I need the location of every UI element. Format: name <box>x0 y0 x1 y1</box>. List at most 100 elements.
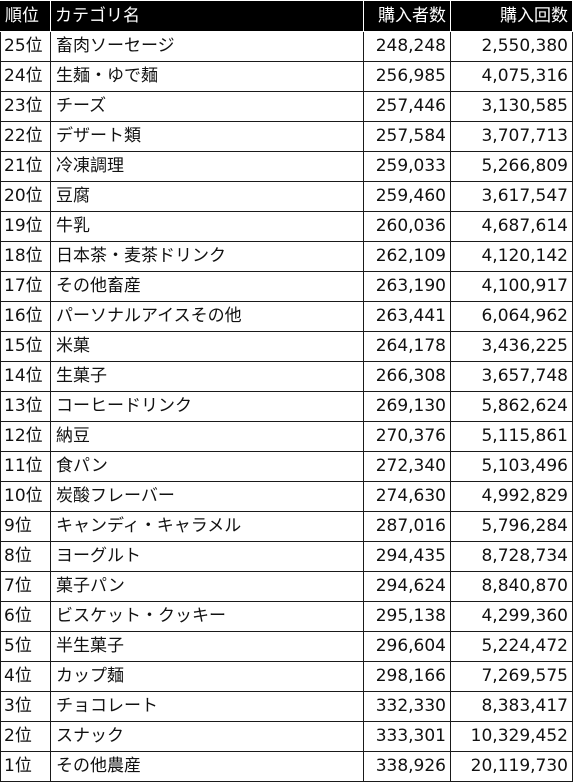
table-row: 7位 菓子パン 294,624 8,840,870 <box>0 571 573 602</box>
buyers-cell: 272,340 <box>363 451 451 482</box>
table-row: 11位 食パン 272,340 5,103,496 <box>0 451 573 482</box>
purchases-cell: 6,064,962 <box>450 301 573 332</box>
purchases-cell: 8,383,417 <box>450 691 573 722</box>
purchases-cell: 4,100,917 <box>450 271 573 302</box>
category-cell: スナック <box>50 721 364 752</box>
category-cell: 米菓 <box>50 331 364 362</box>
table-row: 5位 半生菓子 296,604 5,224,472 <box>0 631 573 662</box>
table-row: 15位 米菓 264,178 3,436,225 <box>0 331 573 362</box>
table-row: 12位 納豆 270,376 5,115,861 <box>0 421 573 452</box>
purchases-cell: 4,075,316 <box>450 61 573 92</box>
table-row: 9位 キャンディ・キャラメル 287,016 5,796,284 <box>0 511 573 542</box>
buyers-cell: 296,604 <box>363 631 451 662</box>
category-cell: 牛乳 <box>50 211 364 242</box>
buyers-cell: 259,033 <box>363 151 451 182</box>
purchases-cell: 5,796,284 <box>450 511 573 542</box>
purchases-cell: 7,269,575 <box>450 661 573 692</box>
rank-cell: 25位 <box>0 31 51 62</box>
table-row: 18位 日本茶・麦茶ドリンク 262,109 4,120,142 <box>0 241 573 272</box>
category-cell: 食パン <box>50 451 364 482</box>
rank-cell: 13位 <box>0 391 51 422</box>
buyers-cell: 260,036 <box>363 211 451 242</box>
buyers-cell: 248,248 <box>363 31 451 62</box>
rank-cell: 11位 <box>0 451 51 482</box>
buyers-cell: 294,435 <box>363 541 451 572</box>
category-cell: その他農産 <box>50 751 364 782</box>
category-cell: 半生菓子 <box>50 631 364 662</box>
buyers-cell: 269,130 <box>363 391 451 422</box>
rank-cell: 12位 <box>0 421 51 452</box>
purchases-cell: 3,436,225 <box>450 331 573 362</box>
buyers-cell: 257,446 <box>363 91 451 122</box>
rank-cell: 9位 <box>0 511 51 542</box>
purchases-cell: 4,687,614 <box>450 211 573 242</box>
header-rank: 順位 <box>0 0 51 32</box>
rank-cell: 16位 <box>0 301 51 332</box>
category-cell: パーソナルアイスその他 <box>50 301 364 332</box>
rank-cell: 22位 <box>0 121 51 152</box>
table-row: 10位 炭酸フレーバー 274,630 4,992,829 <box>0 481 573 512</box>
header-row: 順位 カテゴリ名 購入者数 購入回数 <box>0 0 573 32</box>
rank-cell: 24位 <box>0 61 51 92</box>
purchases-cell: 10,329,452 <box>450 721 573 752</box>
category-cell: 納豆 <box>50 421 364 452</box>
table-row: 17位 その他畜産 263,190 4,100,917 <box>0 271 573 302</box>
category-cell: 炭酸フレーバー <box>50 481 364 512</box>
category-cell: カップ麺 <box>50 661 364 692</box>
buyers-cell: 295,138 <box>363 601 451 632</box>
purchases-cell: 2,550,380 <box>450 31 573 62</box>
table-row: 13位 コーヒードリンク 269,130 5,862,624 <box>0 391 573 422</box>
category-cell: キャンディ・キャラメル <box>50 511 364 542</box>
rank-cell: 8位 <box>0 541 51 572</box>
buyers-cell: 298,166 <box>363 661 451 692</box>
table-row: 14位 生菓子 266,308 3,657,748 <box>0 361 573 392</box>
buyers-cell: 274,630 <box>363 481 451 512</box>
buyers-cell: 264,178 <box>363 331 451 362</box>
category-cell: ヨーグルト <box>50 541 364 572</box>
purchases-cell: 5,266,809 <box>450 151 573 182</box>
buyers-cell: 257,584 <box>363 121 451 152</box>
table-row: 8位 ヨーグルト 294,435 8,728,734 <box>0 541 573 572</box>
header-buyers: 購入者数 <box>363 0 451 32</box>
category-cell: チーズ <box>50 91 364 122</box>
purchases-cell: 3,617,547 <box>450 181 573 212</box>
category-cell: 菓子パン <box>50 571 364 602</box>
rank-cell: 18位 <box>0 241 51 272</box>
table-row: 24位 生麺・ゆで麺 256,985 4,075,316 <box>0 61 573 92</box>
rank-cell: 4位 <box>0 661 51 692</box>
purchases-cell: 4,120,142 <box>450 241 573 272</box>
purchases-cell: 8,728,734 <box>450 541 573 572</box>
purchases-cell: 5,115,861 <box>450 421 573 452</box>
buyers-cell: 332,330 <box>363 691 451 722</box>
purchases-cell: 5,224,472 <box>450 631 573 662</box>
buyers-cell: 333,301 <box>363 721 451 752</box>
buyers-cell: 259,460 <box>363 181 451 212</box>
category-cell: 生菓子 <box>50 361 364 392</box>
header-purchases: 購入回数 <box>450 0 573 32</box>
buyers-cell: 262,109 <box>363 241 451 272</box>
category-cell: チョコレート <box>50 691 364 722</box>
table-row: 23位 チーズ 257,446 3,130,585 <box>0 91 573 122</box>
rank-cell: 20位 <box>0 181 51 212</box>
category-cell: 日本茶・麦茶ドリンク <box>50 241 364 272</box>
table-row: 20位 豆腐 259,460 3,617,547 <box>0 181 573 212</box>
table-row: 21位 冷凍調理 259,033 5,266,809 <box>0 151 573 182</box>
table-row: 4位 カップ麺 298,166 7,269,575 <box>0 661 573 692</box>
buyers-cell: 294,624 <box>363 571 451 602</box>
rank-cell: 14位 <box>0 361 51 392</box>
purchases-cell: 4,992,829 <box>450 481 573 512</box>
buyers-cell: 263,441 <box>363 301 451 332</box>
rank-cell: 7位 <box>0 571 51 602</box>
category-cell: 畜肉ソーセージ <box>50 31 364 62</box>
table-row: 25位 畜肉ソーセージ 248,248 2,550,380 <box>0 31 573 62</box>
table-row: 6位 ビスケット・クッキー 295,138 4,299,360 <box>0 601 573 632</box>
category-cell: 冷凍調理 <box>50 151 364 182</box>
buyers-cell: 263,190 <box>363 271 451 302</box>
buyers-cell: 270,376 <box>363 421 451 452</box>
table-row: 1位 その他農産 338,926 20,119,730 <box>0 751 573 782</box>
category-cell: ビスケット・クッキー <box>50 601 364 632</box>
table-row: 2位 スナック 333,301 10,329,452 <box>0 721 573 752</box>
rank-cell: 2位 <box>0 721 51 752</box>
category-cell: デザート類 <box>50 121 364 152</box>
